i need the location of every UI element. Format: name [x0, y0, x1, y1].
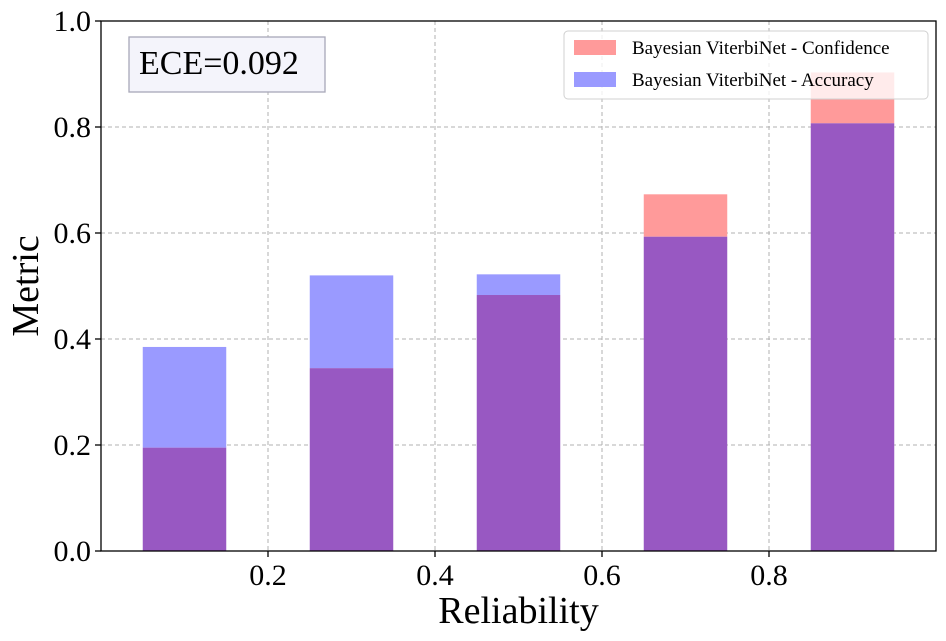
legend-label: Bayesian ViterbiNet - Confidence: [632, 38, 890, 59]
x-axis-label: Reliability: [438, 590, 598, 632]
overlap-bar: [309, 368, 394, 551]
x-tick-label: 0.8: [750, 559, 788, 592]
confidence-bar-excess: [643, 194, 728, 237]
legend-swatch: [574, 72, 616, 87]
accuracy-bar-excess: [309, 275, 394, 369]
y-axis-label: Metric: [5, 235, 47, 336]
y-tick-label: 0.6: [54, 217, 92, 250]
y-tick-label: 0.4: [54, 323, 92, 356]
ece-annotation: ECE=0.092: [128, 36, 326, 93]
overlap-bar: [810, 123, 895, 551]
x-tick-label: 0.2: [249, 559, 287, 592]
x-tick-label: 0.6: [583, 559, 621, 592]
overlap-bar: [643, 236, 728, 551]
ece-annotation-box: [128, 36, 326, 93]
legend-swatch: [574, 40, 616, 55]
plot-frame: [100, 20, 937, 552]
overlap-bar: [142, 447, 227, 551]
bars-group: [142, 72, 895, 551]
y-tick-label: 0.0: [54, 535, 92, 568]
accuracy-bar-excess: [142, 346, 227, 448]
y-tick-label: 0.8: [54, 111, 92, 144]
y-tick-label: 1.0: [54, 5, 92, 38]
x-tick-label: 0.4: [416, 559, 454, 592]
y-tick-label: 0.2: [54, 429, 92, 462]
accuracy-bar-excess: [476, 274, 561, 296]
legend: Bayesian ViterbiNet - Confidence Bayesian…: [563, 30, 929, 100]
x-axis-ticks: 0.2 0.4 0.6 0.8: [249, 551, 788, 592]
legend-label: Bayesian ViterbiNet - Accuracy: [632, 70, 874, 91]
ece-annotation-text: ECE=0.092: [139, 45, 299, 82]
y-axis-ticks: 0.0 0.2 0.4 0.6 0.8 1.0: [54, 5, 101, 568]
overlap-bar: [476, 295, 561, 551]
legend-frame: [563, 30, 929, 100]
